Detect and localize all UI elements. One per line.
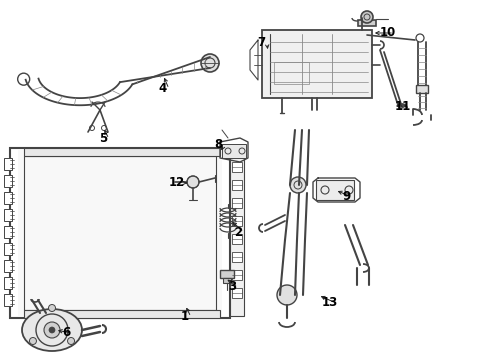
Text: 7: 7 <box>257 36 265 49</box>
Bar <box>220 270 234 278</box>
Bar <box>4 294 12 306</box>
Bar <box>4 209 12 221</box>
Bar <box>232 162 242 172</box>
Bar <box>4 158 12 170</box>
Text: 10: 10 <box>380 27 396 40</box>
Bar <box>232 198 242 208</box>
Bar <box>222 144 246 158</box>
Circle shape <box>290 177 306 193</box>
Bar <box>358 20 376 26</box>
Bar <box>232 252 242 262</box>
Bar <box>262 30 372 98</box>
Text: 2: 2 <box>234 225 242 238</box>
Bar <box>4 243 12 255</box>
Bar <box>232 216 242 226</box>
Text: 13: 13 <box>322 297 338 310</box>
Circle shape <box>277 285 297 305</box>
Bar <box>223 278 231 283</box>
Bar <box>230 150 244 316</box>
Bar <box>232 234 242 244</box>
Bar <box>4 192 12 204</box>
Circle shape <box>201 54 219 72</box>
Bar <box>24 156 216 310</box>
Text: 4: 4 <box>159 82 167 95</box>
Circle shape <box>187 176 199 188</box>
Bar <box>4 226 12 238</box>
Ellipse shape <box>22 309 82 351</box>
Circle shape <box>49 327 55 333</box>
Bar <box>4 277 12 289</box>
Bar <box>24 148 220 156</box>
Text: 8: 8 <box>214 139 222 152</box>
Circle shape <box>361 11 373 23</box>
Text: 11: 11 <box>395 99 411 112</box>
Bar <box>232 180 242 190</box>
Text: 9: 9 <box>342 190 350 203</box>
Bar <box>4 175 12 187</box>
Bar <box>274 62 309 84</box>
Circle shape <box>29 338 36 345</box>
Bar <box>316 180 354 200</box>
Bar <box>232 270 242 280</box>
Bar <box>4 260 12 272</box>
Bar <box>24 310 220 318</box>
Text: 12: 12 <box>169 176 185 189</box>
Bar <box>416 85 428 93</box>
Bar <box>10 148 230 318</box>
Text: 6: 6 <box>62 327 70 339</box>
Circle shape <box>49 305 55 311</box>
Text: 3: 3 <box>228 280 236 293</box>
Circle shape <box>44 322 60 338</box>
Text: 5: 5 <box>99 132 107 145</box>
Circle shape <box>68 338 74 345</box>
Bar <box>232 288 242 298</box>
Text: 1: 1 <box>181 310 189 324</box>
Bar <box>18 150 222 316</box>
